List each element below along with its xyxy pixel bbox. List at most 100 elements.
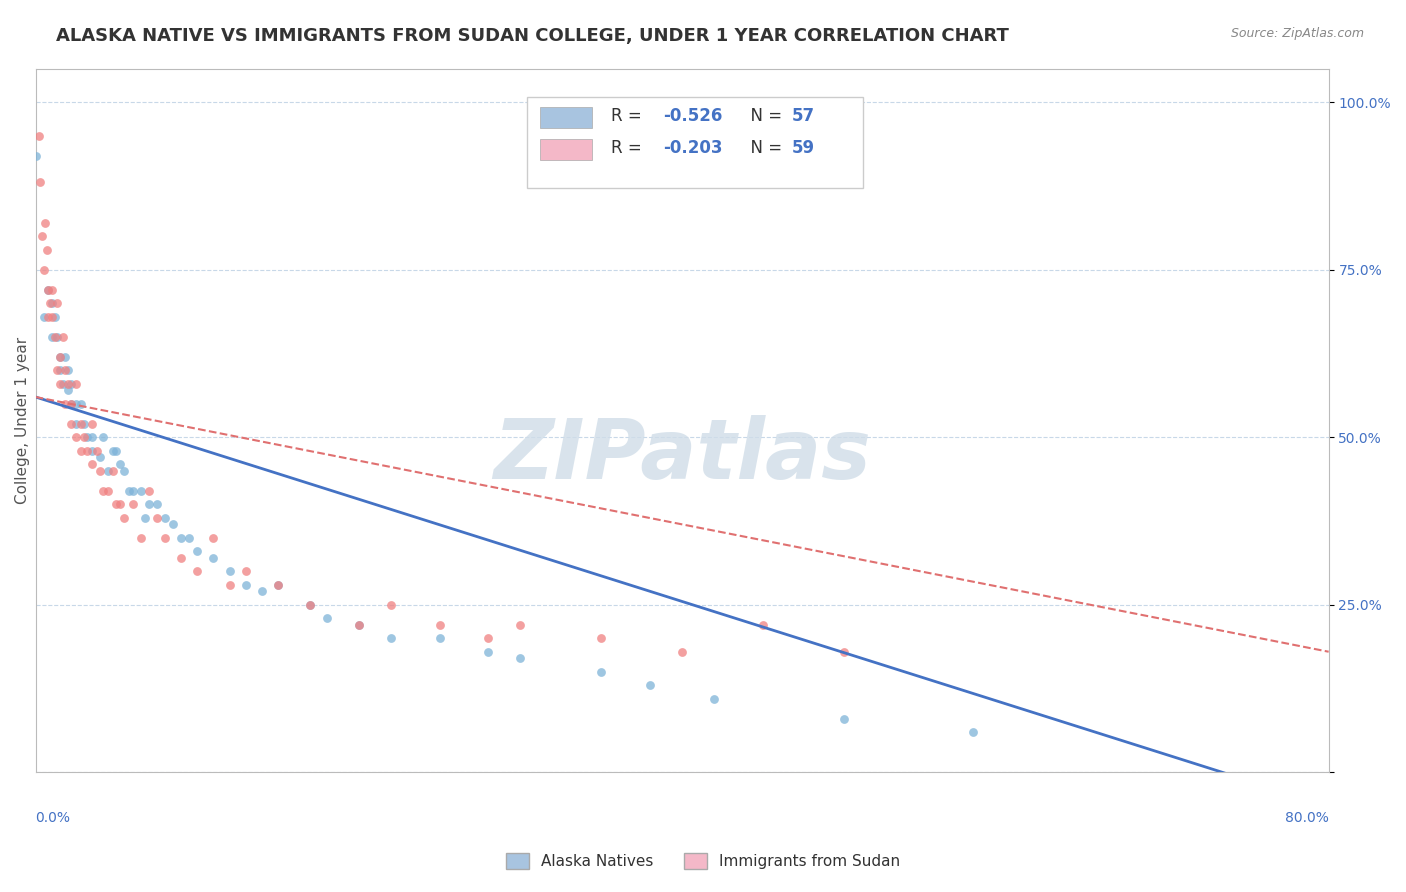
Point [138, 497, 160, 511]
Point [24, 149, 46, 163]
Point [118, 483, 141, 498]
Point [53, 350, 76, 364]
Point [49, 363, 72, 377]
Point [509, 651, 531, 665]
Point [49, 376, 72, 391]
Point [591, 632, 613, 646]
Point [162, 517, 184, 532]
Text: 0.0%: 0.0% [35, 811, 70, 825]
Y-axis label: College, Under 1 year: College, Under 1 year [15, 337, 30, 504]
Point [53, 363, 76, 377]
Point [32, 310, 55, 324]
Point [121, 483, 143, 498]
Point [153, 510, 176, 524]
Point [170, 531, 193, 545]
Point [28, 128, 51, 143]
Text: R =: R = [612, 107, 647, 126]
Point [509, 618, 531, 632]
Point [93, 483, 115, 498]
Point [146, 497, 169, 511]
Point [267, 577, 290, 591]
Text: N =: N = [741, 139, 787, 157]
Point [202, 531, 225, 545]
Point [41, 310, 63, 324]
Text: ZIPatlas: ZIPatlas [494, 415, 872, 496]
Point [60, 376, 83, 391]
Point [186, 564, 208, 578]
Point [101, 443, 124, 458]
Point [41, 329, 63, 343]
Point [477, 632, 499, 646]
Point [429, 618, 451, 632]
Point [34, 216, 56, 230]
Point [114, 510, 136, 524]
Point [44, 310, 66, 324]
Point [60, 397, 83, 411]
Legend: Alaska Natives, Immigrants from Sudan: Alaska Natives, Immigrants from Sudan [499, 847, 907, 875]
Point [153, 531, 176, 545]
Text: ALASKA NATIVE VS IMMIGRANTS FROM SUDAN COLLEGE, UNDER 1 YEAR CORRELATION CHART: ALASKA NATIVE VS IMMIGRANTS FROM SUDAN C… [56, 27, 1010, 45]
FancyBboxPatch shape [540, 139, 592, 160]
Text: Source: ZipAtlas.com: Source: ZipAtlas.com [1230, 27, 1364, 40]
Point [65, 417, 87, 431]
Point [315, 611, 337, 625]
Point [53, 397, 76, 411]
Point [299, 598, 322, 612]
Point [146, 510, 169, 524]
Point [235, 564, 257, 578]
Point [105, 497, 128, 511]
Point [347, 618, 370, 632]
Point [89, 464, 111, 478]
Point [347, 618, 370, 632]
Point [638, 678, 661, 692]
Text: R =: R = [612, 139, 647, 157]
Point [591, 665, 613, 679]
Point [105, 443, 128, 458]
Point [41, 296, 63, 310]
Text: 80.0%: 80.0% [1285, 811, 1329, 825]
Point [138, 483, 160, 498]
Point [299, 598, 322, 612]
Point [186, 544, 208, 558]
Point [56, 363, 79, 377]
Text: 57: 57 [792, 107, 815, 126]
Point [37, 283, 59, 297]
Point [31, 229, 53, 244]
Point [30, 176, 52, 190]
Point [76, 430, 98, 444]
Point [37, 283, 59, 297]
Point [60, 397, 83, 411]
Point [69, 417, 91, 431]
Point [121, 497, 143, 511]
Point [108, 497, 131, 511]
Point [97, 464, 120, 478]
Point [73, 417, 96, 431]
Point [170, 550, 193, 565]
Point [86, 443, 108, 458]
Point [218, 564, 240, 578]
Point [101, 464, 124, 478]
FancyBboxPatch shape [540, 107, 592, 128]
Point [477, 645, 499, 659]
Point [52, 329, 75, 343]
Point [97, 483, 120, 498]
Point [45, 363, 67, 377]
Point [69, 397, 91, 411]
Point [832, 645, 855, 659]
Point [44, 329, 66, 343]
Point [129, 483, 152, 498]
Point [218, 577, 240, 591]
Point [82, 417, 104, 431]
Point [60, 417, 83, 431]
Point [671, 645, 693, 659]
Point [37, 310, 59, 324]
Point [82, 430, 104, 444]
Point [108, 457, 131, 471]
Point [134, 510, 156, 524]
Point [56, 376, 79, 391]
Point [235, 577, 257, 591]
Text: -0.203: -0.203 [662, 139, 723, 157]
Point [202, 550, 225, 565]
Point [45, 296, 67, 310]
Point [380, 632, 402, 646]
